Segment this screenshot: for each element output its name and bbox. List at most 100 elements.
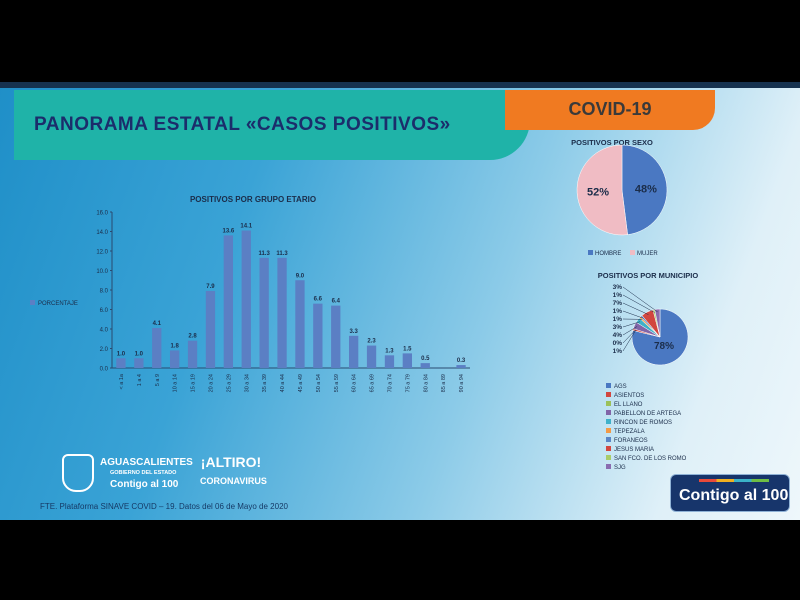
bar bbox=[402, 353, 413, 368]
x-tick-label: 85 a 89 bbox=[441, 374, 447, 392]
x-tick-label: 75 a 79 bbox=[405, 374, 411, 392]
x-tick-label: 20 a 24 bbox=[208, 374, 214, 392]
bar bbox=[205, 290, 216, 368]
bar-data-label: 13.6 bbox=[223, 228, 235, 234]
bar-data-label: 2.3 bbox=[367, 339, 376, 345]
y-tick-label: 6.0 bbox=[100, 308, 109, 314]
y-tick-label: 10.0 bbox=[96, 269, 108, 275]
charts-canvas: POSITIVOS POR GRUPO ETARIO 0.0 2.0 4.0 6.0 8.… bbox=[30, 138, 698, 471]
legend-swatch bbox=[606, 392, 611, 397]
legend-label: EL LLANO bbox=[614, 402, 643, 408]
bar-data-label: 7.9 bbox=[206, 284, 215, 290]
leader-line bbox=[622, 294, 655, 313]
gov-slogan: Contigo al 100 bbox=[110, 479, 179, 490]
tab-title: COVID-19 bbox=[568, 99, 652, 119]
x-tick-label: 30 a 34 bbox=[244, 374, 250, 392]
leader-line bbox=[622, 310, 644, 319]
x-tick-label: 50 a 54 bbox=[316, 374, 322, 392]
legend-swatch bbox=[606, 446, 611, 451]
contigo-badge: Contigo al 100 bbox=[670, 474, 790, 512]
bar bbox=[223, 235, 234, 368]
legend-swatch bbox=[606, 455, 611, 460]
x-tick-label: 35 a 39 bbox=[262, 374, 268, 392]
x-tick-label: 45 a 49 bbox=[298, 374, 304, 392]
source-note: FTE. Plataforma SINAVE COVID – 19. Datos… bbox=[40, 502, 288, 511]
bar-data-label: 1.5 bbox=[403, 346, 412, 352]
campaign-line1: ¡ALTIRO! bbox=[200, 454, 262, 470]
bar-data-label: 0.3 bbox=[457, 358, 466, 364]
bar bbox=[187, 340, 198, 368]
bar-data-label: 1.3 bbox=[385, 348, 394, 354]
leader-line bbox=[622, 302, 649, 315]
bar-data-label: 1.0 bbox=[117, 351, 126, 357]
badge-stripe bbox=[699, 479, 769, 482]
bar bbox=[348, 335, 359, 368]
bar bbox=[152, 328, 162, 368]
bar bbox=[134, 358, 144, 368]
legend-label: FORANEOS bbox=[614, 438, 648, 444]
legend-label: TEPEZALA bbox=[614, 429, 645, 435]
legend-swatch bbox=[30, 300, 35, 305]
pie-data-label: 4% bbox=[613, 332, 623, 339]
legend-label: HOMBRE bbox=[595, 251, 621, 257]
bar bbox=[331, 305, 341, 368]
legend-label: SJG bbox=[614, 465, 626, 471]
bar bbox=[241, 230, 251, 368]
x-tick-label: 1 a 4 bbox=[137, 374, 143, 386]
gov-subtitle: GOBIERNO DEL ESTADO bbox=[110, 470, 177, 476]
pie-data-label: 1% bbox=[613, 316, 623, 323]
bar bbox=[169, 350, 180, 368]
bar-data-label: 1.8 bbox=[170, 343, 179, 349]
bar bbox=[116, 358, 126, 368]
pie-data-label: 1% bbox=[613, 292, 623, 299]
y-tick-label: 4.0 bbox=[100, 328, 109, 334]
coat-of-arms-icon bbox=[62, 454, 94, 492]
leader-line bbox=[622, 286, 658, 313]
bar-data-label: 14.1 bbox=[240, 224, 252, 230]
bar-data-label: 11.3 bbox=[276, 251, 288, 257]
y-tick-label: 2.0 bbox=[100, 347, 109, 353]
legend-label: RINCON DE ROMOS bbox=[614, 420, 672, 426]
legend-label: JESUS MARIA bbox=[614, 447, 654, 453]
x-tick-label: 60 a 64 bbox=[352, 374, 358, 392]
legend-swatch bbox=[630, 250, 635, 255]
x-tick-label: 65 a 69 bbox=[370, 374, 376, 392]
sexo-chart-title: POSITIVOS POR SEXO bbox=[571, 138, 653, 147]
bar bbox=[313, 303, 323, 368]
government-logo: AGUASCALIENTES GOBIERNO DEL ESTADO Conti… bbox=[62, 454, 193, 494]
leader-line bbox=[622, 329, 637, 344]
badge-text: Contigo al 100 bbox=[679, 487, 789, 504]
pie-slice bbox=[576, 144, 628, 236]
legend-label: PABELLON DE ARTEGA bbox=[614, 411, 681, 417]
bar bbox=[384, 355, 395, 368]
x-tick-label: 80 a 84 bbox=[423, 374, 429, 392]
x-tick-label: 25 a 29 bbox=[226, 374, 232, 392]
x-tick-label: 55 a 59 bbox=[334, 374, 340, 392]
bar-data-label: 0.5 bbox=[421, 356, 430, 362]
bar-data-label: 6.6 bbox=[314, 297, 323, 303]
x-tick-label: 10 a 14 bbox=[173, 374, 179, 392]
y-tick-label: 12.0 bbox=[96, 250, 108, 256]
bar bbox=[456, 365, 466, 368]
bar-data-label: 3.3 bbox=[349, 329, 358, 335]
x-tick-label: 70 a 74 bbox=[387, 374, 393, 392]
leader-line bbox=[622, 321, 641, 328]
legend-label: ASIENTOS bbox=[614, 393, 644, 399]
bar bbox=[259, 257, 269, 368]
bar-data-label: 9.0 bbox=[296, 273, 305, 279]
legend-swatch bbox=[588, 250, 593, 255]
legend-swatch bbox=[606, 410, 611, 415]
legend-swatch bbox=[606, 383, 611, 388]
bar-chart-title: POSITIVOS POR GRUPO ETARIO bbox=[190, 195, 316, 204]
pie-slice bbox=[621, 144, 668, 235]
bar-data-label: 2.8 bbox=[188, 334, 197, 340]
x-tick-label: 90 a 94 bbox=[459, 374, 465, 392]
top-divider bbox=[0, 82, 800, 88]
pie-data-label: 0% bbox=[613, 340, 623, 347]
pie-data-label: 1% bbox=[613, 308, 623, 315]
bar-data-label: 6.4 bbox=[332, 299, 341, 305]
legend-swatch bbox=[606, 464, 611, 469]
bar bbox=[420, 363, 430, 368]
leader-line bbox=[622, 330, 636, 352]
bar-data-label: 11.3 bbox=[258, 251, 270, 257]
